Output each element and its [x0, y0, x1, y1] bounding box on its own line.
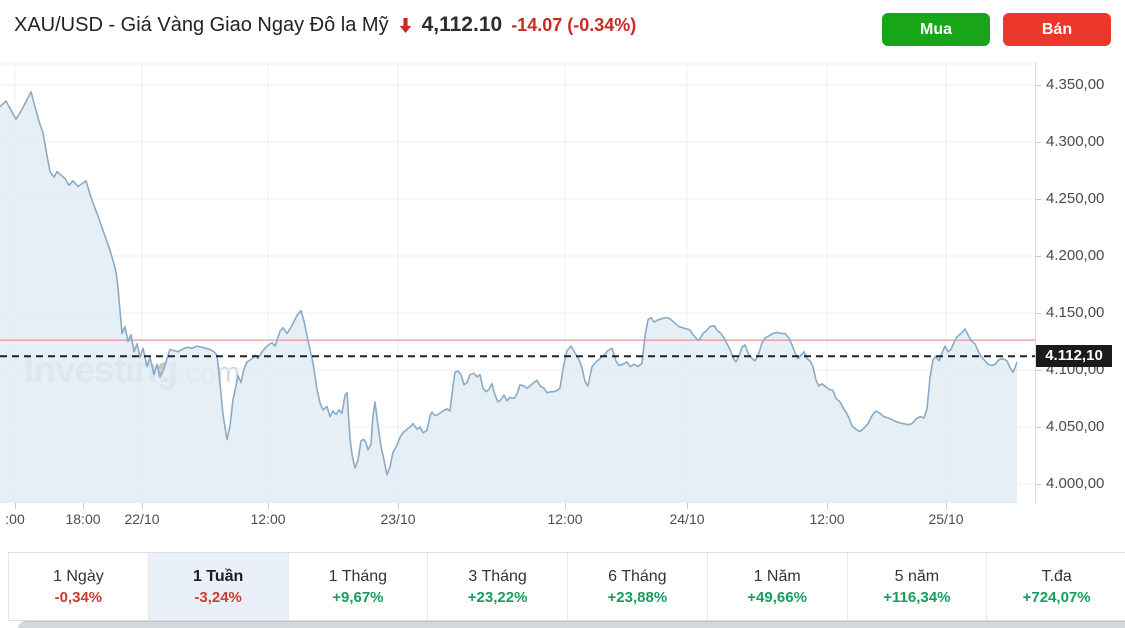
header: XAU/USD - Giá Vàng Giao Ngay Đô la Mỹ 4,… [0, 0, 1125, 62]
x-axis-tick [946, 503, 947, 509]
tab-1-month[interactable]: 1 Tháng +9,67% [289, 553, 429, 620]
tab-change: +9,67% [332, 588, 384, 606]
x-axis-label: 23/10 [380, 511, 416, 527]
y-axis-label: 4.050,00 [1046, 418, 1105, 435]
instrument-title: XAU/USD - Giá Vàng Giao Ngay Đô la Mỹ [14, 13, 389, 36]
y-axis-label: 4.350,00 [1046, 76, 1105, 93]
x-axis-tick [142, 503, 143, 509]
tab-max[interactable]: T.đa +724,07% [987, 553, 1125, 620]
tab-label: 1 Tháng [328, 567, 388, 585]
tab-change: +23,88% [607, 588, 668, 606]
sell-button[interactable]: Bán [1003, 13, 1111, 46]
x-axis-tick [398, 503, 399, 509]
tab-label: 5 năm [894, 567, 940, 585]
tab-change: +724,07% [1022, 588, 1091, 606]
x-axis-label: :00 [5, 511, 25, 527]
current-price-marker: 4.112,10 [1036, 345, 1112, 367]
y-axis-tick [1036, 313, 1041, 314]
y-axis-tick [1036, 256, 1041, 257]
tab-5-years[interactable]: 5 năm +116,34% [848, 553, 988, 620]
buy-button[interactable]: Mua [882, 13, 990, 46]
y-axis-label: 4.000,00 [1046, 475, 1105, 492]
y-axis-tick [1036, 142, 1041, 143]
timeframe-bar: 1 Ngày -0,34% 1 Tuần -3,24% 1 Tháng +9,6… [8, 552, 1125, 621]
price-area [0, 91, 1017, 503]
tab-label: T.đa [1041, 567, 1072, 585]
tab-label: 6 Tháng [608, 567, 667, 585]
y-axis-tick [1036, 199, 1041, 200]
tab-change: -3,24% [194, 588, 242, 606]
y-axis-label: 4.300,00 [1046, 133, 1105, 150]
x-axis-label: 12:00 [809, 511, 845, 527]
price-change: -14.07 (-0.34%) [511, 14, 637, 35]
tab-1-day[interactable]: 1 Ngày -0,34% [9, 553, 149, 620]
y-axis: 4.112,10 4.350,00 4.300,00 4.250,00 4.200,0… [1035, 62, 1125, 503]
x-axis-tick [565, 503, 566, 509]
x-axis-tick [83, 503, 84, 509]
x-axis-label: 22/10 [124, 511, 160, 527]
x-axis-label: 18:00 [65, 511, 101, 527]
bottom-panel-edge [18, 621, 1125, 628]
x-axis-tick [687, 503, 688, 509]
tab-3-months[interactable]: 3 Tháng +23,22% [428, 553, 568, 620]
y-axis-tick [1036, 85, 1041, 86]
price-line [0, 91, 1018, 476]
tab-1-year[interactable]: 1 Năm +49,66% [708, 553, 848, 620]
y-axis-tick [1036, 484, 1041, 485]
price-down-arrow-icon [399, 17, 411, 33]
instrument-title-row: XAU/USD - Giá Vàng Giao Ngay Đô la Mỹ 4,… [14, 13, 636, 37]
tab-6-months[interactable]: 6 Tháng +23,88% [568, 553, 708, 620]
x-axis-tick [15, 503, 16, 509]
last-price: 4,112.10 [421, 13, 503, 36]
x-axis-label: 12:00 [250, 511, 286, 527]
price-chart[interactable] [0, 62, 1035, 503]
y-axis-tick [1036, 370, 1041, 371]
x-axis-tick [268, 503, 269, 509]
tab-change: +116,34% [883, 588, 951, 606]
tab-label: 1 Năm [753, 567, 801, 585]
x-axis-label: 25/10 [928, 511, 964, 527]
tab-change: +49,66% [747, 588, 807, 606]
tab-label: 1 Ngày [53, 567, 104, 585]
tab-change: -0,34% [54, 588, 103, 606]
y-axis-label: 4.150,00 [1046, 304, 1105, 321]
x-axis-label: 24/10 [669, 511, 705, 527]
x-axis: :00 18:00 22/10 12:00 23/10 12:00 24/10 12:00 25… [0, 503, 1125, 537]
tab-label: 3 Tháng [468, 567, 527, 585]
tab-label: 1 Tuần [192, 567, 244, 585]
tab-1-week[interactable]: 1 Tuần -3,24% [148, 553, 289, 620]
x-axis-tick [827, 503, 828, 509]
y-axis-label: 4.250,00 [1046, 190, 1105, 207]
tab-change: +23,22% [467, 588, 528, 606]
y-axis-tick [1036, 427, 1041, 428]
y-axis-label: 4.200,00 [1046, 247, 1105, 264]
x-axis-label: 12:00 [547, 511, 583, 527]
